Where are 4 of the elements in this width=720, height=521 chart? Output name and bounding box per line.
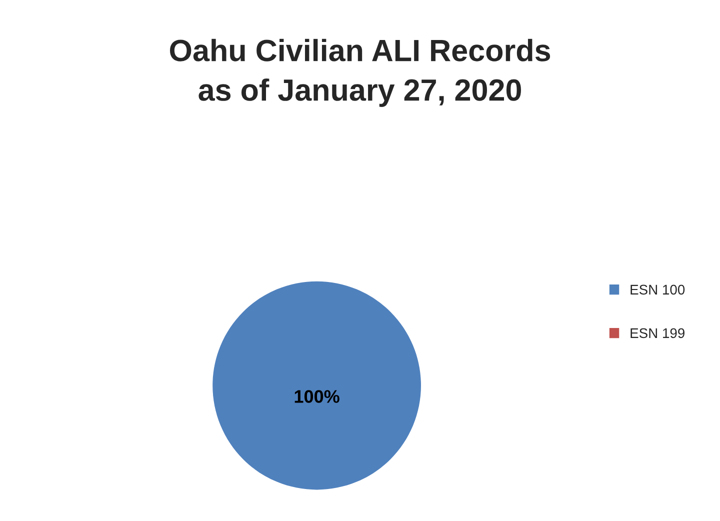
legend-label: ESN 199: [630, 328, 684, 338]
legend-label: ESN 100: [630, 284, 685, 295]
chart-title: Oahu Civilian ALI Records as of January 27, 2020: [170, 38, 550, 107]
data-label: 100%: [294, 390, 340, 403]
